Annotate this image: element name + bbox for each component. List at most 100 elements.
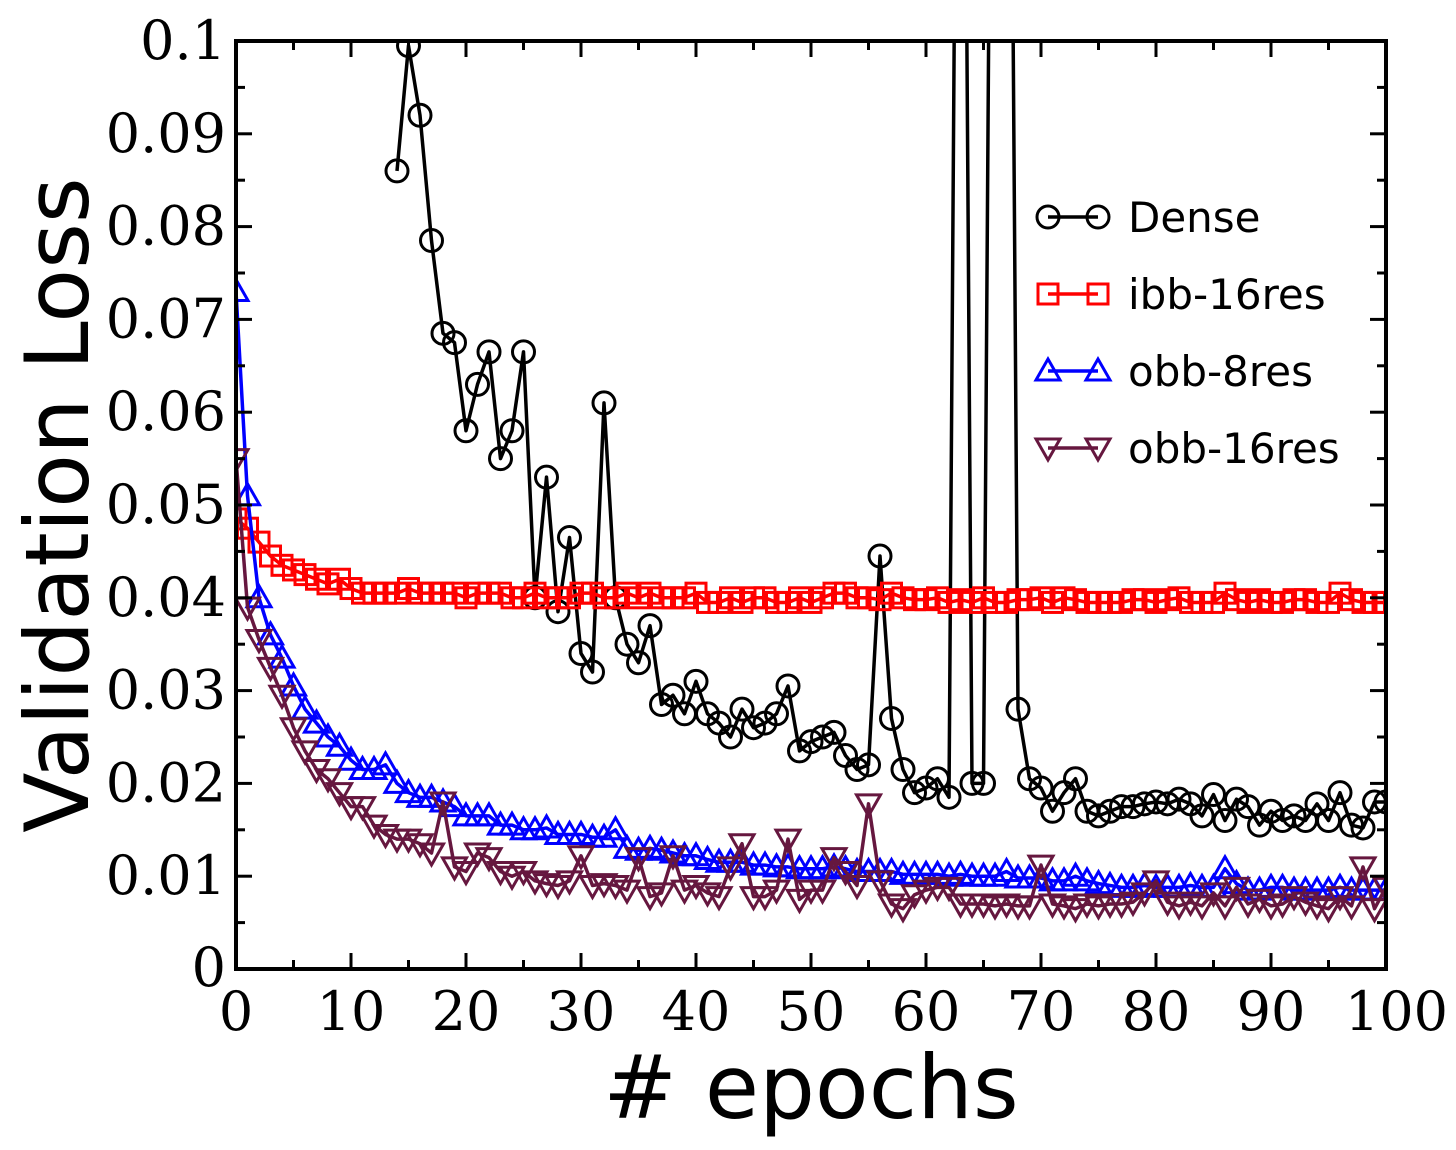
x-tick-label: 80 xyxy=(1122,980,1191,1043)
data-point-obb-16res xyxy=(600,874,631,901)
y-tick-label: 0.06 xyxy=(106,380,226,443)
x-tick-label: 0 xyxy=(219,980,253,1043)
data-point-obb-16res xyxy=(474,847,504,873)
data-point-dense xyxy=(1120,794,1146,820)
y-tick-label: 0.07 xyxy=(106,287,226,350)
data-point-obb-8res xyxy=(980,861,1010,887)
data-point-obb-16res xyxy=(393,828,424,855)
data-point-dense xyxy=(718,724,743,750)
x-axis-title: # epochs xyxy=(603,1036,1019,1139)
data-point-dense xyxy=(557,524,582,550)
data-point-dense xyxy=(534,464,559,490)
data-point-obb-16res xyxy=(1129,882,1160,908)
data-point-obb-16res xyxy=(566,845,596,871)
data-point-obb-16res xyxy=(658,845,688,871)
data-point-obb-16res xyxy=(1290,891,1321,918)
data-point-obb-16res xyxy=(1221,876,1252,903)
data-point-obb-16res xyxy=(876,893,907,920)
data-point-obb-8res xyxy=(324,731,355,757)
legend-marker-obb-8res xyxy=(1083,355,1113,382)
data-point-dense xyxy=(499,418,525,444)
data-point-obb-16res xyxy=(888,898,918,924)
data-point-dense xyxy=(925,766,950,792)
data-point-obb-16res xyxy=(830,861,861,887)
data-point-dense xyxy=(476,339,502,365)
data-point-dense xyxy=(971,770,996,796)
data-point-dense xyxy=(810,724,835,750)
data-point-obb-16res xyxy=(1152,891,1183,918)
x-tick-label: 100 xyxy=(1345,980,1448,1043)
data-point-dense xyxy=(1316,808,1341,834)
data-point-dense xyxy=(580,659,605,685)
data-point-obb-16res xyxy=(244,629,274,655)
data-point-dense xyxy=(591,390,617,416)
data-point-dense xyxy=(867,543,893,569)
data-point-dense xyxy=(1201,782,1226,808)
x-tick-label: 40 xyxy=(662,980,731,1043)
legend-marker-ibb-16res xyxy=(1036,282,1060,306)
data-point-obb-16res xyxy=(842,874,872,901)
data-point-obb-16res xyxy=(784,888,815,915)
data-point-obb-16res xyxy=(853,793,884,819)
series-dense xyxy=(384,41,1386,841)
data-point-obb-16res xyxy=(278,717,309,743)
data-point-dense xyxy=(1086,803,1111,829)
legend-marker-ibb-16res xyxy=(1086,282,1110,306)
data-point-obb-16res xyxy=(681,874,711,901)
data-point-obb-8res xyxy=(267,643,297,669)
data-point-obb-16res xyxy=(462,842,493,869)
data-point-obb-16res xyxy=(255,656,286,683)
data-point-ibb-16res xyxy=(1374,590,1386,614)
x-tick-label: 70 xyxy=(1007,980,1076,1043)
data-point-obb-16res xyxy=(819,847,849,873)
data-point-dense xyxy=(902,780,927,806)
data-point-obb-16res xyxy=(807,879,838,906)
data-point-dense xyxy=(1339,812,1364,838)
data-point-obb-16res xyxy=(1049,895,1079,921)
data-point-obb-8res xyxy=(278,670,309,697)
legend-label-dense: Dense xyxy=(1128,193,1261,242)
data-point-dense xyxy=(856,752,881,778)
data-point-obb-16res xyxy=(1313,898,1344,924)
data-point-dense xyxy=(1327,780,1353,806)
y-axis-title: Validation Loss xyxy=(6,177,109,833)
data-point-dense xyxy=(1281,803,1307,829)
data-point-obb-16res xyxy=(773,828,803,855)
data-point-dense xyxy=(442,330,467,356)
data-point-dense xyxy=(465,371,490,397)
y-tick-label: 0.01 xyxy=(106,844,226,907)
legend-marker-obb-16res xyxy=(1083,437,1113,464)
data-point-dense xyxy=(1373,789,1386,815)
data-point-obb-8res xyxy=(370,749,401,776)
data-point-obb-8res xyxy=(600,814,631,841)
y-tick-label: 0.1 xyxy=(140,9,226,72)
data-point-obb-8res xyxy=(313,721,343,748)
data-point-obb-16res xyxy=(451,861,481,887)
data-point-obb-16res xyxy=(543,874,573,901)
data-point-obb-16res xyxy=(899,884,930,910)
data-point-obb-16res xyxy=(1359,898,1386,924)
data-point-obb-8res xyxy=(359,754,389,780)
data-point-obb-8res xyxy=(301,708,332,734)
legend-item-dense: Dense xyxy=(1035,193,1261,242)
data-point-obb-16res xyxy=(612,879,642,906)
data-point-dense xyxy=(879,705,904,731)
data-point-obb-16res xyxy=(1371,876,1386,903)
data-point-obb-16res xyxy=(370,823,401,850)
y-tick-label: 0.03 xyxy=(106,659,226,722)
x-tick-label: 10 xyxy=(317,980,386,1043)
data-point-obb-16res xyxy=(1187,895,1217,921)
data-point-obb-8res xyxy=(497,810,527,836)
y-tick-label: 0.08 xyxy=(106,195,226,258)
series-line-obb-16res xyxy=(236,458,1386,911)
data-point-obb-16res xyxy=(704,886,734,912)
x-tick-label: 50 xyxy=(777,980,846,1043)
data-point-obb-16res xyxy=(1141,870,1171,896)
data-point-obb-8res xyxy=(1060,861,1091,887)
data-point-obb-16res xyxy=(1014,895,1045,921)
data-point-dense xyxy=(1028,775,1054,801)
data-point-dense xyxy=(453,418,479,444)
data-point-obb-8res xyxy=(531,812,562,839)
data-point-obb-16res xyxy=(347,796,378,822)
data-point-obb-8res xyxy=(255,619,286,646)
